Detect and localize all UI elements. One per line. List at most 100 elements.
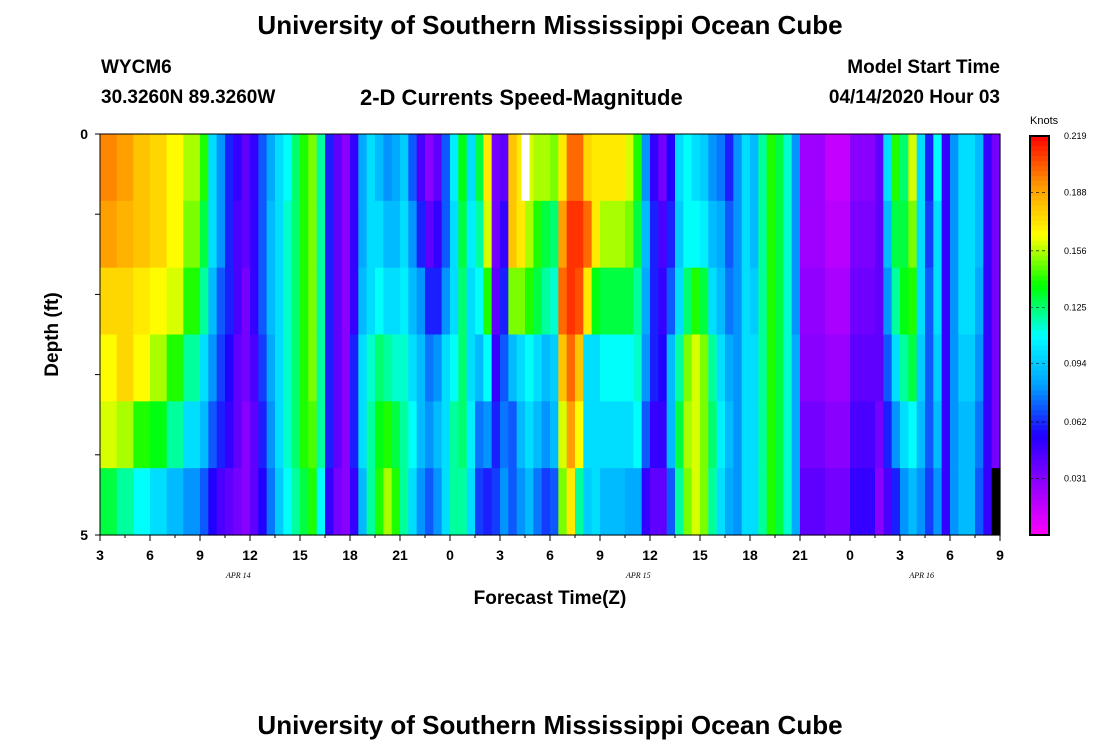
heatmap-cell <box>308 200 318 269</box>
heatmap-cell <box>933 334 943 402</box>
heatmap-cell <box>533 334 543 402</box>
heatmap-cell <box>800 468 826 536</box>
heatmap-cell <box>216 267 226 336</box>
model-start-value: 04/14/2020 Hour 03 <box>828 87 1000 108</box>
heatmap-cell <box>325 334 334 402</box>
heatmap-cell <box>883 401 893 469</box>
heatmap-cell <box>958 200 976 269</box>
heatmap-cell <box>441 468 451 536</box>
heatmap-cell <box>366 134 376 202</box>
heatmap-cell <box>516 401 526 469</box>
y-axis: 05 <box>80 126 100 543</box>
heatmap-cell <box>208 134 218 202</box>
colorbar-swatch <box>1030 170 1049 177</box>
heatmap-cell <box>133 134 151 202</box>
heatmap-cell <box>600 334 626 402</box>
heatmap-cell <box>450 401 459 469</box>
heatmap-cell <box>233 267 243 336</box>
colorbar-swatch <box>1030 255 1049 262</box>
colorbar-swatch <box>1030 190 1049 197</box>
heatmap-cell <box>600 200 626 269</box>
heatmap-cell <box>300 334 309 402</box>
colorbar-swatch <box>1030 315 1049 322</box>
heatmap-cell <box>366 401 376 469</box>
heatmap-cell <box>375 134 384 202</box>
heatmap-cell <box>575 267 584 336</box>
heatmap-cell <box>758 134 768 202</box>
heatmap-cell <box>700 134 709 202</box>
heatmap-cell <box>908 334 918 402</box>
heatmap-cell <box>550 334 559 402</box>
heatmap-cell <box>825 401 851 469</box>
heatmap-cell <box>475 401 484 469</box>
colorbar-swatch <box>1030 450 1049 456</box>
heatmap-cell <box>433 200 443 269</box>
colorbar-tick-label: 0.094 <box>1064 359 1087 369</box>
heatmap-cell <box>166 401 184 469</box>
heatmap-cell <box>941 267 951 336</box>
x-tick-label: 3 <box>496 547 504 563</box>
heatmap-cell <box>575 200 584 269</box>
heatmap-cell <box>491 267 501 336</box>
heatmap-cell <box>633 401 643 469</box>
missing-data-cell <box>521 134 530 201</box>
heatmap-cell <box>800 401 826 469</box>
y-tick-label: 0 <box>80 126 88 142</box>
heatmap-cell <box>408 267 418 336</box>
heatmap-cell <box>333 334 343 402</box>
heatmap-cell <box>758 334 768 402</box>
heatmap-cell <box>716 468 726 536</box>
heatmap-cell <box>941 401 951 469</box>
heatmap-cell <box>400 200 409 269</box>
heatmap-cell <box>775 267 784 336</box>
heatmap-cell <box>666 468 676 536</box>
heatmap-cell <box>875 401 884 469</box>
heatmap-cell <box>575 468 584 536</box>
heatmap-cell <box>458 401 468 469</box>
colorbar-swatch <box>1030 310 1049 317</box>
heatmap-cell <box>900 401 909 469</box>
heatmap-cell <box>975 468 984 536</box>
heatmap-cell <box>875 200 884 269</box>
heatmap-cell <box>550 200 559 269</box>
heatmap-cell <box>458 334 468 402</box>
heatmap-cell <box>991 401 1001 469</box>
colorbar-swatch <box>1030 445 1049 451</box>
heatmap-cell <box>316 468 326 536</box>
heatmap-cell <box>583 401 593 469</box>
heatmap-cell <box>183 200 201 269</box>
heatmap-cell <box>725 200 734 269</box>
heatmap-cell <box>633 468 643 536</box>
heatmap-cell <box>791 401 801 469</box>
heatmap-cell <box>583 267 593 336</box>
heatmap-cell <box>241 468 251 536</box>
heatmap-cell <box>316 401 326 469</box>
heatmap-cell <box>591 334 601 402</box>
heatmap-cell <box>466 134 476 202</box>
model-start-label: Model Start Time <box>847 57 1000 78</box>
heatmap-cell <box>508 134 518 202</box>
x-tick-label: 21 <box>792 547 808 563</box>
heatmap-cell <box>925 334 934 402</box>
heatmap-cell <box>558 401 568 469</box>
heatmap-cell <box>916 200 926 269</box>
heatmap-cell <box>725 401 734 469</box>
heatmap-cell <box>725 468 734 536</box>
heatmap-cell <box>558 468 568 536</box>
heatmap-cell <box>900 267 909 336</box>
heatmap-cell <box>341 334 351 402</box>
heatmap-cell <box>583 134 593 202</box>
heatmap-cell <box>625 134 634 202</box>
heatmap-cell <box>633 334 643 402</box>
heatmap-cell <box>241 267 251 336</box>
heatmap-cell <box>550 134 559 202</box>
heatmap-cell <box>950 134 959 202</box>
heatmap-cell <box>275 334 284 402</box>
heatmap-cell <box>491 134 501 202</box>
x-tick-label: 15 <box>692 547 708 563</box>
heatmap-cell <box>958 401 976 469</box>
colorbar-swatch <box>1030 250 1049 257</box>
colorbar-swatch <box>1030 185 1049 192</box>
heatmap-cell <box>875 468 884 536</box>
heatmap-cell <box>591 468 601 536</box>
